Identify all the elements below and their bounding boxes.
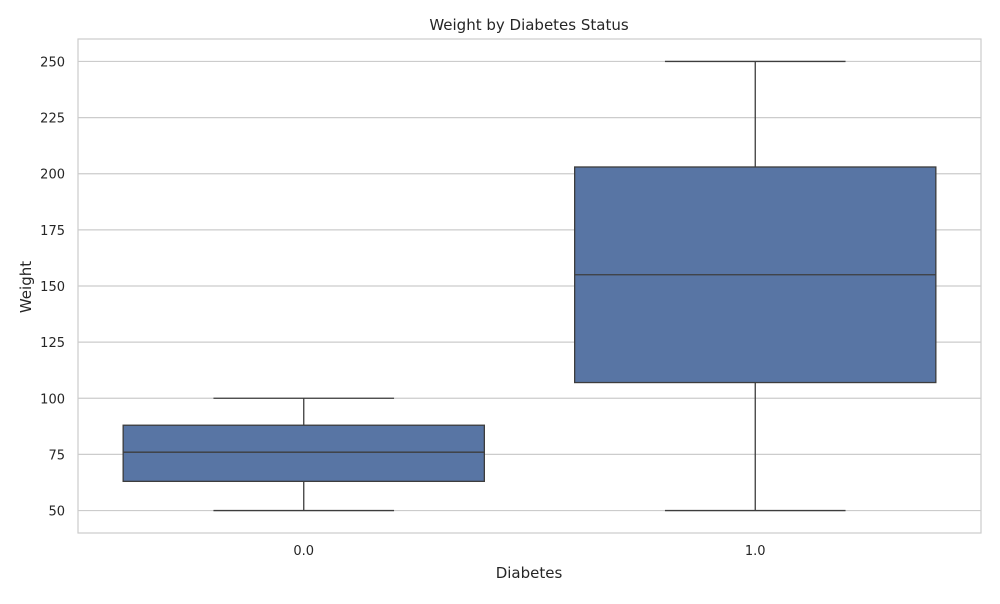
iqr-box xyxy=(122,424,486,483)
x-tick-labels: 0.0 1.0 xyxy=(293,544,765,559)
y-tick-label: 100 xyxy=(40,392,65,407)
box-0.0 xyxy=(122,397,486,512)
x-tick-label: 0.0 xyxy=(293,544,314,559)
y-tick-label: 50 xyxy=(48,505,65,520)
y-tick-label: 150 xyxy=(40,280,65,295)
y-tick-label: 200 xyxy=(40,168,65,183)
y-tick-label: 175 xyxy=(40,224,65,239)
y-axis-label: Weight xyxy=(17,261,35,313)
x-tick-label: 1.0 xyxy=(745,544,766,559)
y-tick-label: 250 xyxy=(40,55,65,70)
y-tick-labels: 50 75 100 125 150 175 200 225 250 xyxy=(40,55,65,519)
x-axis-label: Diabetes xyxy=(496,564,563,582)
y-tick-label: 225 xyxy=(40,112,65,127)
chart-title: Weight by Diabetes Status xyxy=(429,16,629,34)
box-1.0 xyxy=(574,60,937,512)
y-tick-label: 125 xyxy=(40,336,65,351)
box-series xyxy=(122,60,937,512)
y-tick-label: 75 xyxy=(48,448,65,463)
plot-frame xyxy=(77,38,982,534)
